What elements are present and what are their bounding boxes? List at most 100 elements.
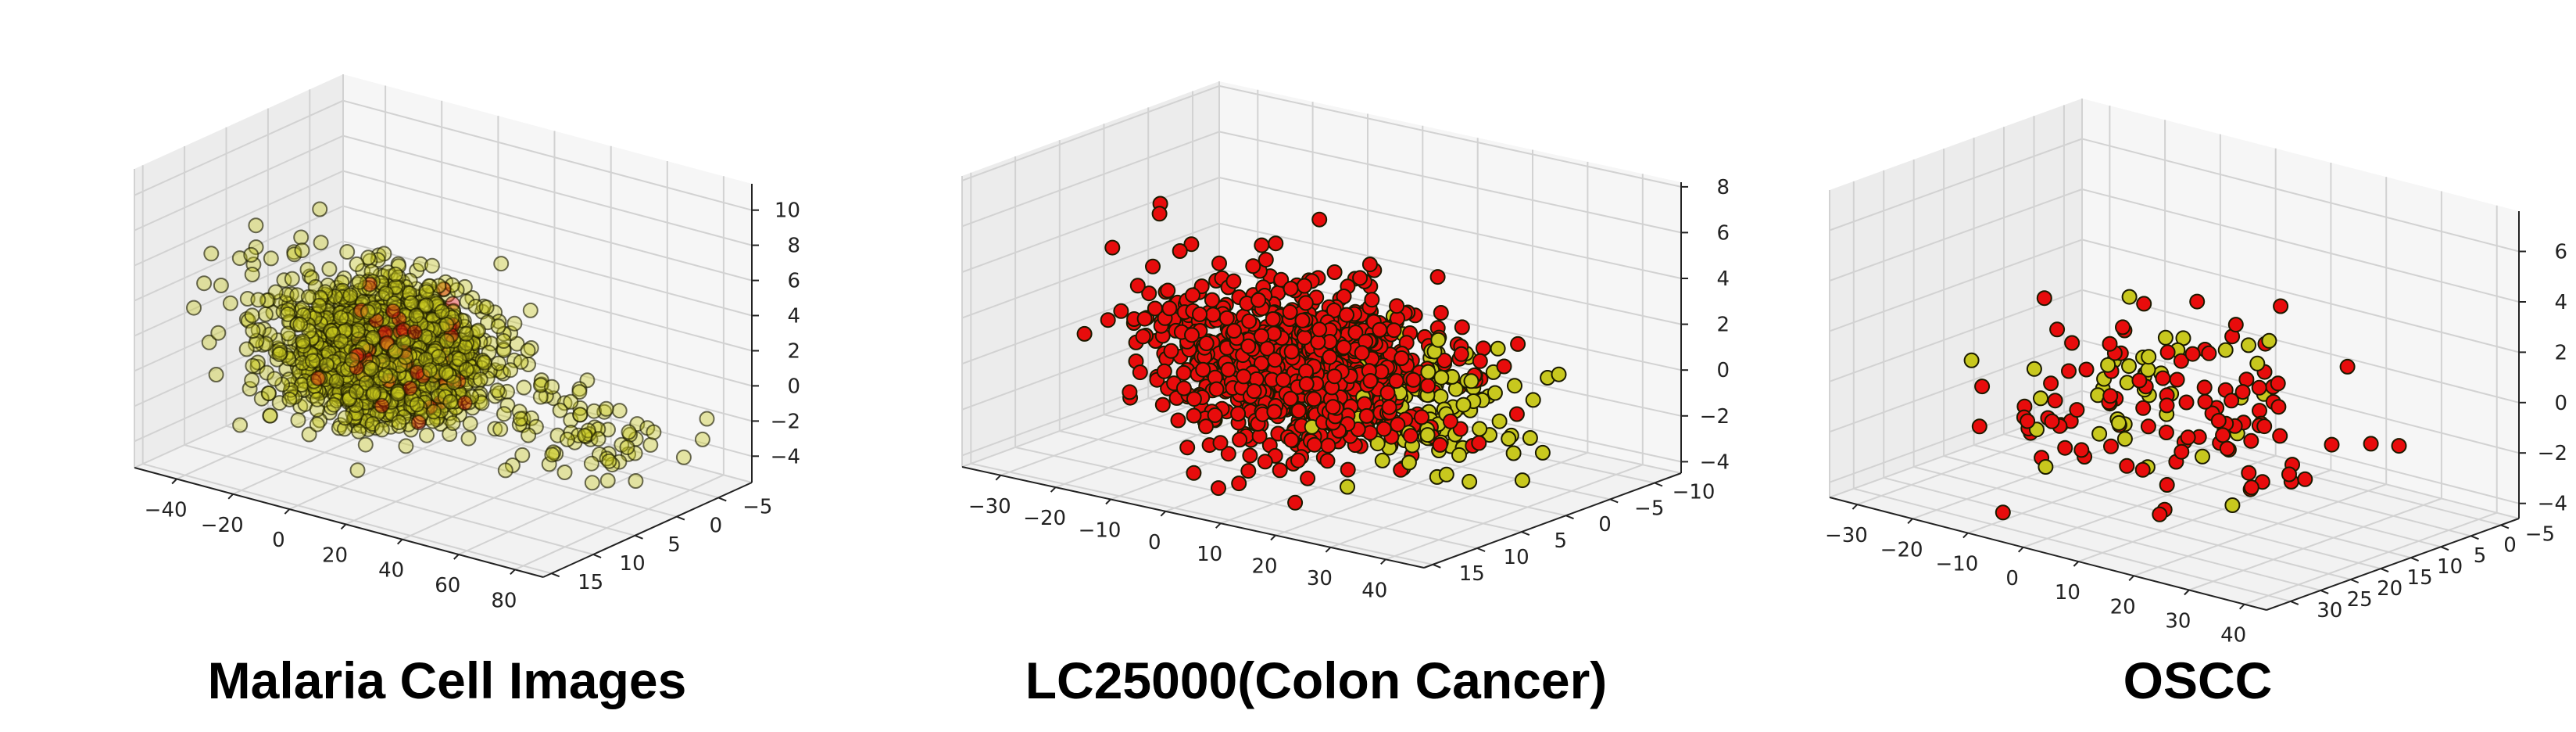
y-tick-label: 10 <box>1504 546 1530 569</box>
x-tick-label: 30 <box>2165 610 2191 633</box>
data-point <box>1283 390 1299 407</box>
data-point <box>1231 475 1247 492</box>
data-point <box>1160 282 1176 299</box>
data-point <box>281 391 298 407</box>
data-point <box>267 371 283 387</box>
data-point <box>2121 289 2138 305</box>
data-point <box>342 287 359 303</box>
data-point <box>2091 425 2108 442</box>
data-point <box>1388 373 1404 389</box>
z-tick-label: 6 <box>1716 221 1730 245</box>
data-point <box>196 275 213 292</box>
z-tick-label: 2 <box>2554 341 2567 364</box>
z-tick-label: −4 <box>2538 493 2567 516</box>
data-point <box>2227 317 2244 333</box>
data-point <box>520 343 536 359</box>
data-point <box>1354 345 1370 361</box>
data-point <box>1514 472 1530 489</box>
data-point <box>1403 428 1419 444</box>
y-tick-label: 0 <box>2503 533 2517 557</box>
data-point <box>1361 257 1378 273</box>
y-tick <box>1476 547 1486 552</box>
data-point <box>1122 384 1138 400</box>
x-tick <box>1852 504 1859 510</box>
data-point <box>1451 447 1467 463</box>
y-tick-label: 15 <box>2407 566 2433 590</box>
data-point <box>2196 379 2213 396</box>
data-point <box>1522 430 1538 446</box>
data-point <box>1339 307 1354 323</box>
x-grid-line <box>345 429 555 526</box>
data-point <box>1212 435 1229 451</box>
data-point <box>2140 418 2156 435</box>
data-point <box>2169 371 2185 388</box>
y-tick <box>676 515 685 521</box>
z-tick-label: −2 <box>1700 405 1730 429</box>
x-tick-label: −10 <box>1079 519 1122 543</box>
z-tick-label: 6 <box>2554 241 2567 264</box>
data-point <box>1379 385 1396 401</box>
data-point <box>1525 392 1541 408</box>
data-point <box>699 411 715 427</box>
data-point <box>1311 321 1328 338</box>
data-point <box>292 316 309 332</box>
data-point <box>496 406 512 422</box>
data-point <box>556 465 573 480</box>
data-point <box>374 422 390 438</box>
data-point <box>1310 334 1326 350</box>
data-point <box>511 416 528 432</box>
y-tick-label: 15 <box>578 571 603 594</box>
z-tick-label: 4 <box>787 305 800 328</box>
data-point <box>1218 310 1235 326</box>
data-point <box>1376 421 1392 437</box>
data-point <box>305 353 320 369</box>
x-tick-label: 30 <box>1307 567 1333 590</box>
y-tick-label: 20 <box>2377 577 2402 601</box>
data-point <box>1245 258 1261 274</box>
data-point <box>1297 329 1312 346</box>
y-tick <box>635 534 643 540</box>
data-point <box>1401 454 1417 471</box>
data-point <box>319 357 335 373</box>
data-point <box>1487 385 1503 401</box>
data-point <box>1419 427 1436 443</box>
z-tick-label: 0 <box>787 375 800 398</box>
data-point <box>544 379 560 395</box>
data-point <box>563 393 579 410</box>
data-point <box>513 411 528 427</box>
z-tick-label: 4 <box>2554 291 2567 314</box>
data-point <box>1510 336 1526 352</box>
data-point <box>333 310 349 326</box>
z-grid-line <box>342 240 753 352</box>
data-point <box>398 438 414 454</box>
data-point <box>344 352 360 368</box>
data-point <box>406 324 423 340</box>
data-point <box>2135 400 2152 416</box>
x-tick <box>396 538 403 545</box>
x-tick-label: −20 <box>1023 507 1066 530</box>
z-tick-label: 8 <box>787 235 800 258</box>
y-tick <box>2410 557 2419 562</box>
data-point <box>456 395 473 411</box>
z-tick-label: −2 <box>771 410 800 433</box>
x-tick-label: 20 <box>322 544 348 567</box>
data-point <box>2036 290 2052 307</box>
data-point <box>599 450 615 467</box>
data-point <box>262 407 278 424</box>
data-point <box>492 421 509 437</box>
data-point <box>2103 438 2119 454</box>
x-tick <box>2073 561 2080 567</box>
x-tick-label: −30 <box>968 495 1011 518</box>
data-point <box>1430 332 1447 348</box>
z-grid-line <box>342 205 753 317</box>
data-point <box>2121 358 2137 375</box>
data-point <box>243 246 259 263</box>
data-point <box>365 329 381 346</box>
data-point <box>1211 255 1227 271</box>
y-tick-label: 5 <box>2474 544 2487 568</box>
y-tick <box>1609 498 1619 504</box>
data-point <box>497 462 513 479</box>
y-tick <box>717 497 727 502</box>
data-point <box>490 318 506 335</box>
